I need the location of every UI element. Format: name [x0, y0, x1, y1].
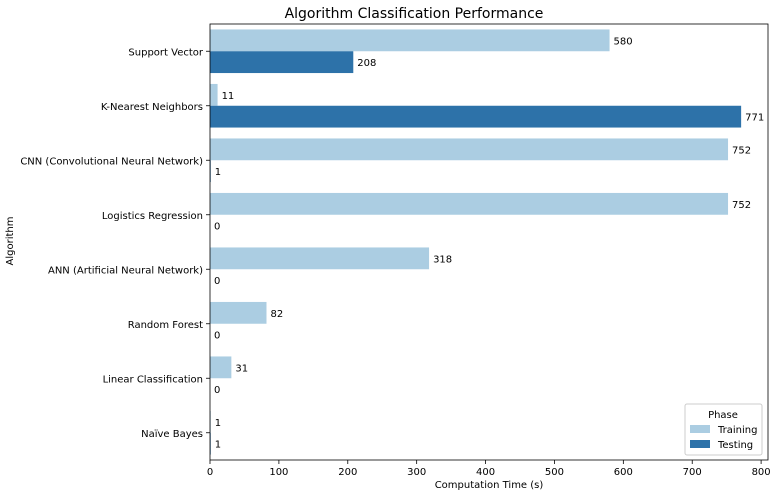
y-tick-label: Naïve Bayes [141, 429, 203, 440]
bar-support-vector-testing [210, 51, 354, 74]
value-label-cnn-convolutional-neural-network-training: 752 [732, 145, 751, 156]
y-axis-label: Algorithm [5, 217, 16, 266]
value-label-na-ve-bayes-testing: 1 [215, 440, 221, 451]
x-tick-label: 500 [545, 467, 564, 478]
bar-ann-artificial-neural-network-training [210, 247, 430, 270]
y-tick-label: Support Vector [128, 47, 203, 58]
bar-cnn-convolutional-neural-network-training [210, 138, 729, 161]
legend-label-testing: Testing [717, 440, 753, 451]
chart-title: Algorithm Classification Performance [285, 6, 544, 22]
value-label-cnn-convolutional-neural-network-testing: 1 [215, 167, 221, 178]
y-tick-label: CNN (Convolutional Neural Network) [20, 156, 203, 167]
y-tick-label: K-Nearest Neighbors [101, 102, 203, 113]
y-tick-label: Linear Classification [103, 374, 203, 385]
x-tick-label: 300 [407, 467, 426, 478]
value-label-linear-classification-testing: 0 [214, 385, 220, 396]
value-label-k-nearest-neighbors-testing: 771 [745, 113, 764, 124]
bar-linear-classification-training [210, 356, 232, 379]
axes [206, 23, 769, 464]
legend-swatch-testing [690, 440, 710, 448]
value-label-ann-artificial-neural-network-testing: 0 [214, 276, 220, 287]
legend: Phase Training Testing [684, 403, 763, 456]
y-tick-label: ANN (Artificial Neural Network) [48, 265, 203, 276]
value-label-linear-classification-training: 31 [235, 363, 248, 374]
bar-random-forest-training [210, 301, 267, 324]
y-tick-label: Logistics Regression [102, 211, 203, 222]
x-tick-labels: 0 100 200 300 400 500 600 700 800 [207, 467, 771, 478]
bar-k-nearest-neighbors-training [210, 83, 218, 106]
legend-swatch-training [690, 425, 710, 433]
value-label-random-forest-testing: 0 [214, 331, 220, 342]
x-tick-label: 700 [683, 467, 702, 478]
x-tick-label: 400 [476, 467, 495, 478]
value-label-support-vector-training: 580 [614, 36, 633, 47]
bar-support-vector-training [210, 29, 610, 52]
bars-layer [210, 29, 742, 455]
value-label-logistics-regression-training: 752 [732, 200, 751, 211]
x-tick-label: 100 [269, 467, 288, 478]
x-tick-label: 200 [338, 467, 357, 478]
y-tick-labels: Support Vector K-Nearest Neighbors CNN (Co… [20, 47, 204, 440]
bar-logistics-regression-training [210, 192, 729, 215]
x-tick-label: 800 [752, 467, 771, 478]
legend-label-training: Training [717, 425, 757, 436]
x-tick-label: 600 [614, 467, 633, 478]
legend-title: Phase [708, 410, 738, 421]
x-axis-label: Computation Time (s) [435, 480, 544, 491]
value-label-na-ve-bayes-training: 1 [215, 418, 221, 429]
value-label-random-forest-training: 82 [270, 309, 283, 320]
value-label-support-vector-testing: 208 [357, 58, 376, 69]
value-label-ann-artificial-neural-network-training: 318 [433, 254, 452, 265]
bar-k-nearest-neighbors-testing [210, 105, 742, 128]
x-tick-label: 0 [207, 467, 213, 478]
value-label-logistics-regression-testing: 0 [214, 222, 220, 233]
value-label-k-nearest-neighbors-training: 11 [222, 91, 235, 102]
plot-frame [209, 23, 769, 461]
y-tick-label: Random Forest [128, 320, 203, 331]
